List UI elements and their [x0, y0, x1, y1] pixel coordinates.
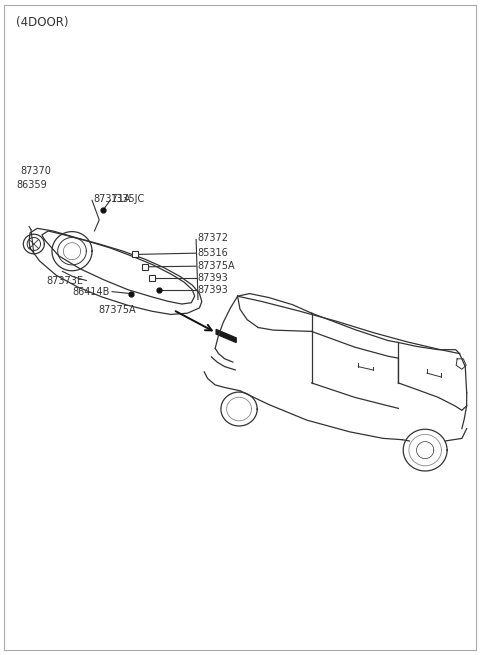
Text: 86414B: 86414B	[73, 287, 110, 297]
Text: 1335JC: 1335JC	[111, 194, 145, 204]
Text: 85316: 85316	[197, 248, 228, 258]
Text: 87373E: 87373E	[47, 276, 84, 286]
Text: (4DOOR): (4DOOR)	[16, 16, 68, 29]
Text: 87375A: 87375A	[99, 305, 136, 315]
Text: 87370: 87370	[21, 166, 51, 176]
Text: 87393: 87393	[197, 273, 228, 283]
Text: 87372: 87372	[197, 233, 228, 243]
Text: 86359: 86359	[17, 180, 48, 191]
Polygon shape	[216, 329, 236, 343]
Text: 87375A: 87375A	[197, 261, 235, 271]
Text: 87371A: 87371A	[94, 194, 131, 204]
Text: 87393: 87393	[197, 286, 228, 295]
